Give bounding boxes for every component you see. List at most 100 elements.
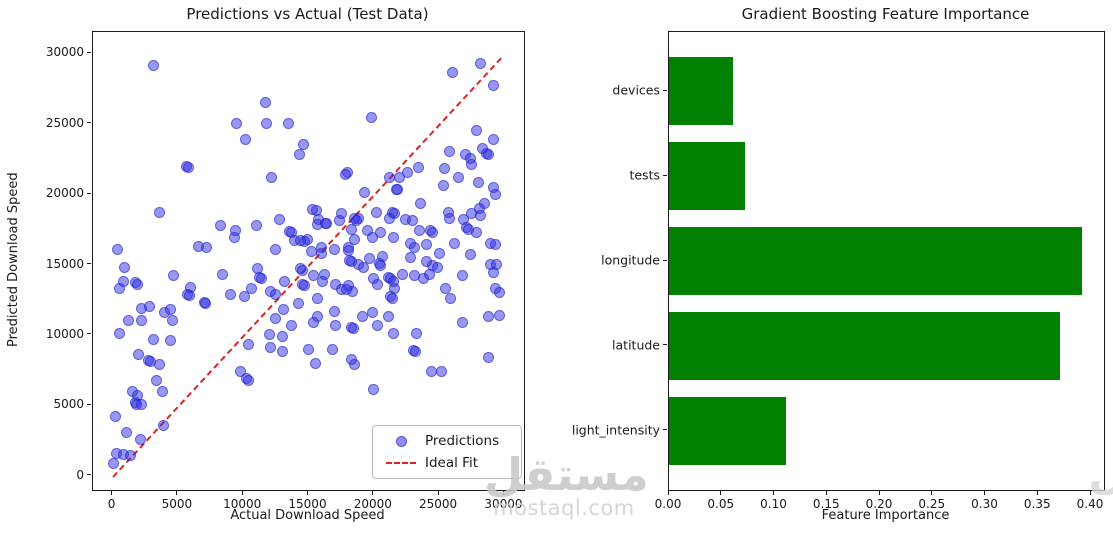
scatter-point xyxy=(382,311,394,323)
scatter-point xyxy=(293,149,305,161)
scatter-point xyxy=(305,246,317,258)
scatter-point xyxy=(466,158,478,170)
ideal-fit-marker-icon xyxy=(381,462,421,464)
scatter-point xyxy=(394,171,406,183)
scatter-point xyxy=(414,225,425,237)
scatter-point xyxy=(383,171,395,183)
scatter-point xyxy=(335,208,347,220)
x-tick-label: 5000 xyxy=(161,497,193,511)
scatter-point xyxy=(375,259,387,271)
scatter-point xyxy=(479,198,491,210)
scatter-point xyxy=(348,233,360,245)
scatter-point xyxy=(482,149,494,161)
x-tick-label: 30000 xyxy=(484,497,523,511)
left-plot-title: Predictions vs Actual (Test Data) xyxy=(186,5,429,23)
y-tick-label: 5000 xyxy=(53,397,84,412)
scatter-point xyxy=(306,204,318,216)
scatter-plot-area xyxy=(92,31,525,491)
x-tick xyxy=(437,490,439,495)
scatter-point xyxy=(346,223,358,235)
scatter-point xyxy=(440,282,452,294)
x-tick-label: 0.30 xyxy=(971,497,998,511)
scatter-point xyxy=(433,247,445,259)
scatter-point xyxy=(475,57,487,69)
scatter-point xyxy=(391,184,403,196)
scatter-point xyxy=(489,239,501,251)
scatter-point xyxy=(125,449,137,461)
scatter-point xyxy=(151,374,163,386)
scatter-point xyxy=(131,278,143,290)
x-tick-label: 0.10 xyxy=(760,497,787,511)
scatter-point xyxy=(242,339,254,351)
scatter-point xyxy=(309,357,321,369)
scatter-point xyxy=(229,225,241,237)
scatter-point xyxy=(471,226,483,238)
x-tick-label: 0.35 xyxy=(1023,497,1051,511)
scatter-point xyxy=(453,171,465,183)
scatter-point xyxy=(263,329,275,341)
right-plot-title: Gradient Boosting Feature Importance xyxy=(741,5,1030,23)
scatter-point xyxy=(326,343,338,355)
x-tick-label: 15000 xyxy=(288,497,327,511)
scatter-point xyxy=(372,278,384,290)
scatter-point xyxy=(357,261,369,273)
x-tick-label: 0.05 xyxy=(707,497,735,511)
scatter-point xyxy=(235,366,247,378)
scatter-point xyxy=(365,112,377,124)
scatter-point xyxy=(350,214,362,226)
scatter-point xyxy=(370,206,382,218)
scatter-point xyxy=(493,309,505,321)
x-tick-label: 0 xyxy=(107,497,116,511)
scatter-point xyxy=(491,259,503,271)
scatter-point xyxy=(270,288,282,300)
x-tick-label: 0.40 xyxy=(1076,497,1104,511)
x-tick xyxy=(111,490,113,495)
scatter-point xyxy=(471,125,483,137)
x-tick-label: 0.20 xyxy=(865,497,893,511)
scatter-point xyxy=(366,306,378,318)
category-label: longitude xyxy=(601,252,660,268)
x-tick xyxy=(502,490,504,495)
scatter-point xyxy=(464,249,476,261)
category-tick xyxy=(662,89,667,91)
scatter-point xyxy=(279,275,291,287)
scatter-point xyxy=(359,187,371,199)
scatter-point xyxy=(476,143,488,155)
scatter-point xyxy=(489,188,501,200)
scatter-point xyxy=(231,118,243,130)
y-tick xyxy=(86,192,91,194)
y-tick-label: 25000 xyxy=(45,115,84,130)
category-label: latitude xyxy=(612,337,660,353)
scatter-point xyxy=(182,162,194,174)
scatter-point xyxy=(113,282,125,294)
scatter-point xyxy=(493,287,505,299)
scatter-point xyxy=(407,215,419,227)
y-tick-label: 30000 xyxy=(45,45,84,60)
y-tick-label: 10000 xyxy=(45,326,84,341)
scatter-point xyxy=(109,411,121,423)
scatter-point xyxy=(164,335,176,347)
scatter-point xyxy=(445,292,457,304)
scatter-point xyxy=(154,359,166,371)
scatter-point xyxy=(242,374,254,386)
y-tick xyxy=(86,263,91,265)
scatter-point xyxy=(134,433,146,445)
x-tick xyxy=(241,490,243,495)
y-tick-label: 0 xyxy=(76,467,84,482)
scatter-point xyxy=(147,333,159,345)
scatter-point xyxy=(329,305,341,317)
scatter-point xyxy=(368,384,380,396)
scatter-point xyxy=(415,198,427,210)
x-tick xyxy=(307,490,308,495)
x-tick xyxy=(825,490,827,495)
scatter-point xyxy=(412,161,424,173)
scatter-point xyxy=(276,330,288,342)
category-label: tests xyxy=(629,167,660,183)
scatter-point xyxy=(488,133,500,145)
scatter-point xyxy=(240,133,252,145)
scatter-point xyxy=(444,212,456,224)
legend-row-predictions: Predictions xyxy=(381,430,513,452)
y-tick xyxy=(86,333,91,335)
scatter-point xyxy=(317,275,329,287)
